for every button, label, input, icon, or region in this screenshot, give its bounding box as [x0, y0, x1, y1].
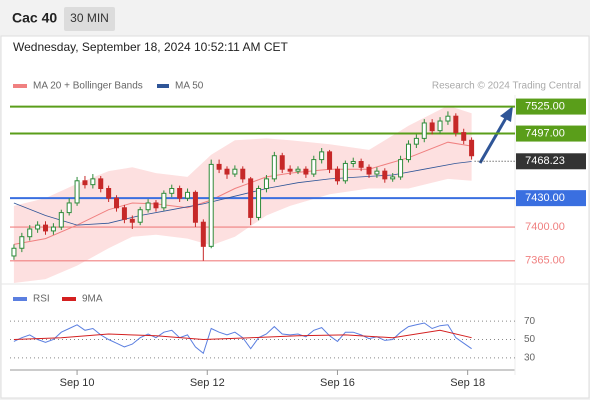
- candle-body: [421, 122, 427, 139]
- ma20-line: [13, 141, 472, 245]
- candle-body: [74, 180, 80, 204]
- candle-body: [66, 202, 72, 214]
- candle-body: [90, 178, 96, 186]
- candle-body: [256, 188, 262, 218]
- candle-body: [114, 197, 120, 209]
- legend-label: MA 50: [175, 81, 204, 92]
- candle-body: [413, 137, 419, 145]
- candle-body: [121, 207, 127, 220]
- candle-body: [169, 188, 175, 194]
- candle-body: [27, 228, 33, 238]
- candle-body: [145, 202, 151, 211]
- candle-body: [43, 224, 49, 232]
- last-price-box: [516, 153, 586, 170]
- candle-body: [232, 168, 238, 175]
- candle-body: [208, 163, 214, 247]
- candle-body: [129, 218, 135, 223]
- candle-body: [453, 115, 459, 134]
- timestamp: Wednesday, September 18, 2024 10:52:11 A…: [13, 40, 289, 54]
- candle-body: [161, 192, 167, 209]
- trend-arrow-head: [500, 106, 513, 122]
- candle-body: [224, 168, 230, 175]
- candle-body: [334, 168, 340, 182]
- candle-body: [192, 191, 198, 223]
- candle-body: [303, 168, 309, 175]
- y-tick-label: 50: [524, 334, 536, 345]
- candle-body: [327, 151, 333, 170]
- candle-body: [366, 166, 372, 175]
- level-label: 7497.00: [525, 127, 565, 139]
- candle-body: [437, 120, 443, 132]
- level-label: 7430.00: [525, 192, 565, 204]
- candle-body: [50, 226, 56, 232]
- last-price-label: 7468.23: [525, 155, 565, 167]
- y-tick-label: 70: [524, 316, 536, 327]
- interval-pill[interactable]: [64, 7, 115, 31]
- candle-body: [295, 168, 301, 172]
- candle-body: [200, 221, 206, 247]
- symbol: Cac 40: [12, 10, 57, 26]
- legend-swatch: [62, 297, 76, 301]
- candle-body: [461, 132, 467, 141]
- x-tick-label: Sep 12: [190, 377, 225, 389]
- candle-body: [137, 209, 143, 223]
- candle-body: [82, 180, 88, 186]
- candle-body: [342, 162, 348, 182]
- indicator-line: [13, 329, 472, 341]
- x-tick-label: Sep 16: [320, 377, 355, 389]
- candle-body: [319, 151, 325, 161]
- legend-label: 9MA: [82, 294, 103, 305]
- candle-body: [11, 247, 17, 257]
- candle-body: [216, 163, 222, 170]
- candle-body: [374, 170, 380, 175]
- candle-body: [35, 224, 41, 230]
- candle-body: [445, 115, 451, 122]
- candle-body: [287, 168, 293, 172]
- level-label: 7365.00: [525, 255, 565, 267]
- candle-body: [248, 178, 254, 218]
- level-label: 7525.00: [525, 100, 565, 112]
- candle-body: [58, 212, 64, 228]
- candle-body: [185, 191, 191, 199]
- level-label-box: [516, 125, 586, 142]
- source: Research © 2024 Trading Central: [432, 81, 581, 92]
- candle-body: [398, 159, 404, 178]
- candle-body: [429, 122, 435, 132]
- candle-body: [240, 168, 246, 180]
- candle-body: [382, 170, 388, 180]
- legend-label: RSI: [33, 294, 50, 305]
- level-label-box: [516, 98, 586, 115]
- candle-body: [106, 188, 112, 199]
- candle-body: [311, 159, 317, 175]
- candle-body: [153, 202, 159, 209]
- candle-body: [390, 176, 396, 180]
- y-tick-label: 30: [524, 353, 536, 364]
- candle-body: [177, 188, 183, 199]
- interval[interactable]: 30 MIN: [70, 11, 109, 25]
- legend-swatch: [13, 297, 27, 301]
- trend-arrow: [478, 117, 508, 164]
- candle-body: [271, 155, 277, 180]
- candle-body: [263, 178, 269, 189]
- x-tick-label: Sep 10: [60, 377, 95, 389]
- candle-body: [405, 143, 411, 161]
- legend-swatch: [157, 84, 169, 88]
- candle-body: [358, 161, 364, 168]
- candle-body: [279, 155, 285, 170]
- legend-swatch: [13, 84, 27, 88]
- candle-body: [469, 139, 475, 157]
- candle-body: [350, 161, 356, 164]
- candle-body: [98, 178, 104, 189]
- legend-label: MA 20 + Bollinger Bands: [33, 81, 143, 92]
- candle-body: [19, 236, 25, 249]
- level-label: 7400.00: [525, 221, 565, 233]
- level-label-box: [516, 190, 586, 207]
- x-tick-label: Sep 18: [450, 377, 485, 389]
